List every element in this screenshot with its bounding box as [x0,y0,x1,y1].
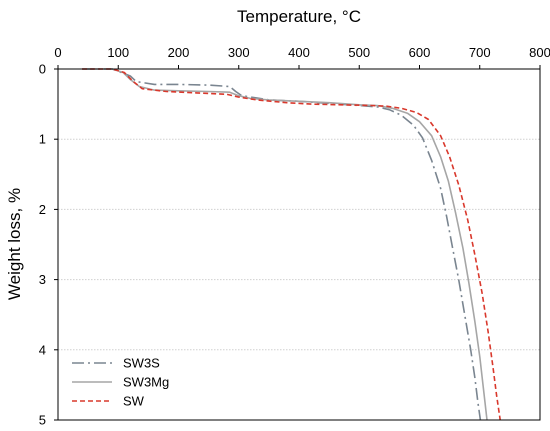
grid [58,138,540,351]
y-tick-label-2: 2 [39,202,46,217]
x-tick-label-4: 400 [288,45,310,60]
x-tick-label-6: 600 [409,45,431,60]
x-tick-label-3: 300 [228,45,250,60]
x-tick-label-1: 100 [107,45,129,60]
legend-label-sw: SW [123,394,145,409]
y-axis-title: Weight loss, % [5,188,24,300]
y-tick-label-5: 5 [39,413,46,428]
y-axis: 0 1 2 3 4 5 [39,62,58,428]
series-line-sw [82,68,501,421]
y-tick-label-1: 1 [39,132,46,147]
y-tick-label-0: 0 [39,62,46,77]
x-tick-label-2: 200 [168,45,190,60]
x-tick-label-5: 500 [348,45,370,60]
x-tick-label-0: 0 [54,45,61,60]
y-tick-label-3: 3 [39,272,46,287]
y-tick-label-4: 4 [39,342,46,357]
x-tick-label-8: 800 [529,45,550,60]
legend-label-sw3mg: SW3Mg [123,375,169,390]
x-axis-title: Temperature, °C [237,7,361,26]
x-axis: 0 100 200 300 400 500 600 700 800 [54,45,550,69]
legend: SW3S SW3Mg SW [72,356,169,409]
legend-label-sw3s: SW3S [123,356,160,371]
x-tick-label-7: 700 [469,45,491,60]
plot-lines [82,68,501,421]
series-line-sw3s [82,68,482,421]
